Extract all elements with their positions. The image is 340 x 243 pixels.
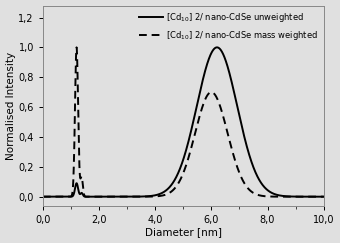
- Line: [Cd$_{10}$] 2/ nano-CdSe mass weighted: [Cd$_{10}$] 2/ nano-CdSe mass weighted: [43, 47, 324, 197]
- [Cd$_{10}$] 2/ nano-CdSe unweighted: [148, 195, 152, 198]
- [Cd$_{10}$] 2/ nano-CdSe mass weighted: [322, 195, 326, 198]
- Y-axis label: Normalised Intensity: Normalised Intensity: [5, 52, 16, 160]
- [Cd$_{10}$] 2/ nano-CdSe unweighted: [209, 52, 213, 55]
- [Cd$_{10}$] 2/ nano-CdSe mass weighted: [74, 46, 79, 49]
- [Cd$_{10}$] 2/ nano-CdSe mass weighted: [148, 195, 152, 198]
- [Cd$_{10}$] 2/ nano-CdSe unweighted: [251, 163, 255, 166]
- [Cd$_{10}$] 2/ nano-CdSe unweighted: [272, 192, 276, 195]
- [Cd$_{10}$] 2/ nano-CdSe unweighted: [41, 195, 45, 198]
- [Cd$_{10}$] 2/ nano-CdSe mass weighted: [272, 195, 276, 198]
- [Cd$_{10}$] 2/ nano-CdSe mass weighted: [251, 191, 255, 194]
- Line: [Cd$_{10}$] 2/ nano-CdSe unweighted: [Cd$_{10}$] 2/ nano-CdSe unweighted: [43, 47, 324, 197]
- [Cd$_{10}$] 2/ nano-CdSe mass weighted: [223, 124, 227, 127]
- [Cd$_{10}$] 2/ nano-CdSe unweighted: [322, 195, 326, 198]
- [Cd$_{10}$] 2/ nano-CdSe mass weighted: [92, 195, 96, 198]
- [Cd$_{10}$] 2/ nano-CdSe mass weighted: [209, 91, 214, 94]
- [Cd$_{10}$] 2/ nano-CdSe mass weighted: [41, 195, 45, 198]
- [Cd$_{10}$] 2/ nano-CdSe unweighted: [92, 195, 96, 198]
- X-axis label: Diameter [nm]: Diameter [nm]: [145, 227, 222, 237]
- Legend: [Cd$_{10}$] 2/ nano-CdSe unweighted, [Cd$_{10}$] 2/ nano-CdSe mass weighted: [Cd$_{10}$] 2/ nano-CdSe unweighted, [Cd…: [138, 10, 320, 44]
- [Cd$_{10}$] 2/ nano-CdSe unweighted: [215, 46, 219, 49]
- [Cd$_{10}$] 2/ nano-CdSe unweighted: [223, 59, 227, 62]
